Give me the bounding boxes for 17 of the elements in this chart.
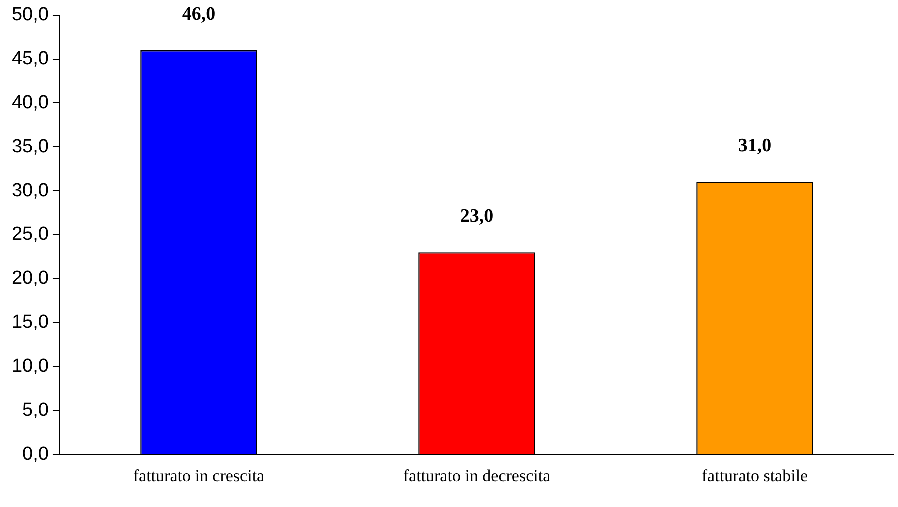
data-label: 31,0 bbox=[738, 136, 772, 157]
y-tick-label: 5,0 bbox=[22, 400, 49, 421]
y-tick-label: 50,0 bbox=[12, 4, 49, 26]
y-tick-label: 10,0 bbox=[12, 356, 49, 377]
y-tick-label: 0,0 bbox=[22, 444, 49, 465]
y-tick-label: 35,0 bbox=[12, 136, 49, 158]
y-tick-label: 20,0 bbox=[12, 268, 49, 290]
y-tick-label: 15,0 bbox=[12, 312, 49, 334]
data-label: 46,0 bbox=[182, 4, 216, 25]
x-tick-label: fatturato in decrescita bbox=[403, 466, 552, 486]
y-tick-label: 45,0 bbox=[12, 48, 49, 70]
data-label: 23,0 bbox=[460, 206, 494, 227]
y-tick-label: 30,0 bbox=[12, 180, 49, 202]
y-tick-label: 40,0 bbox=[12, 92, 49, 114]
x-tick-label: fatturato stabile bbox=[702, 466, 808, 486]
x-tick-label: fatturato in crescita bbox=[133, 466, 266, 486]
y-tick-label: 25,0 bbox=[12, 224, 49, 246]
